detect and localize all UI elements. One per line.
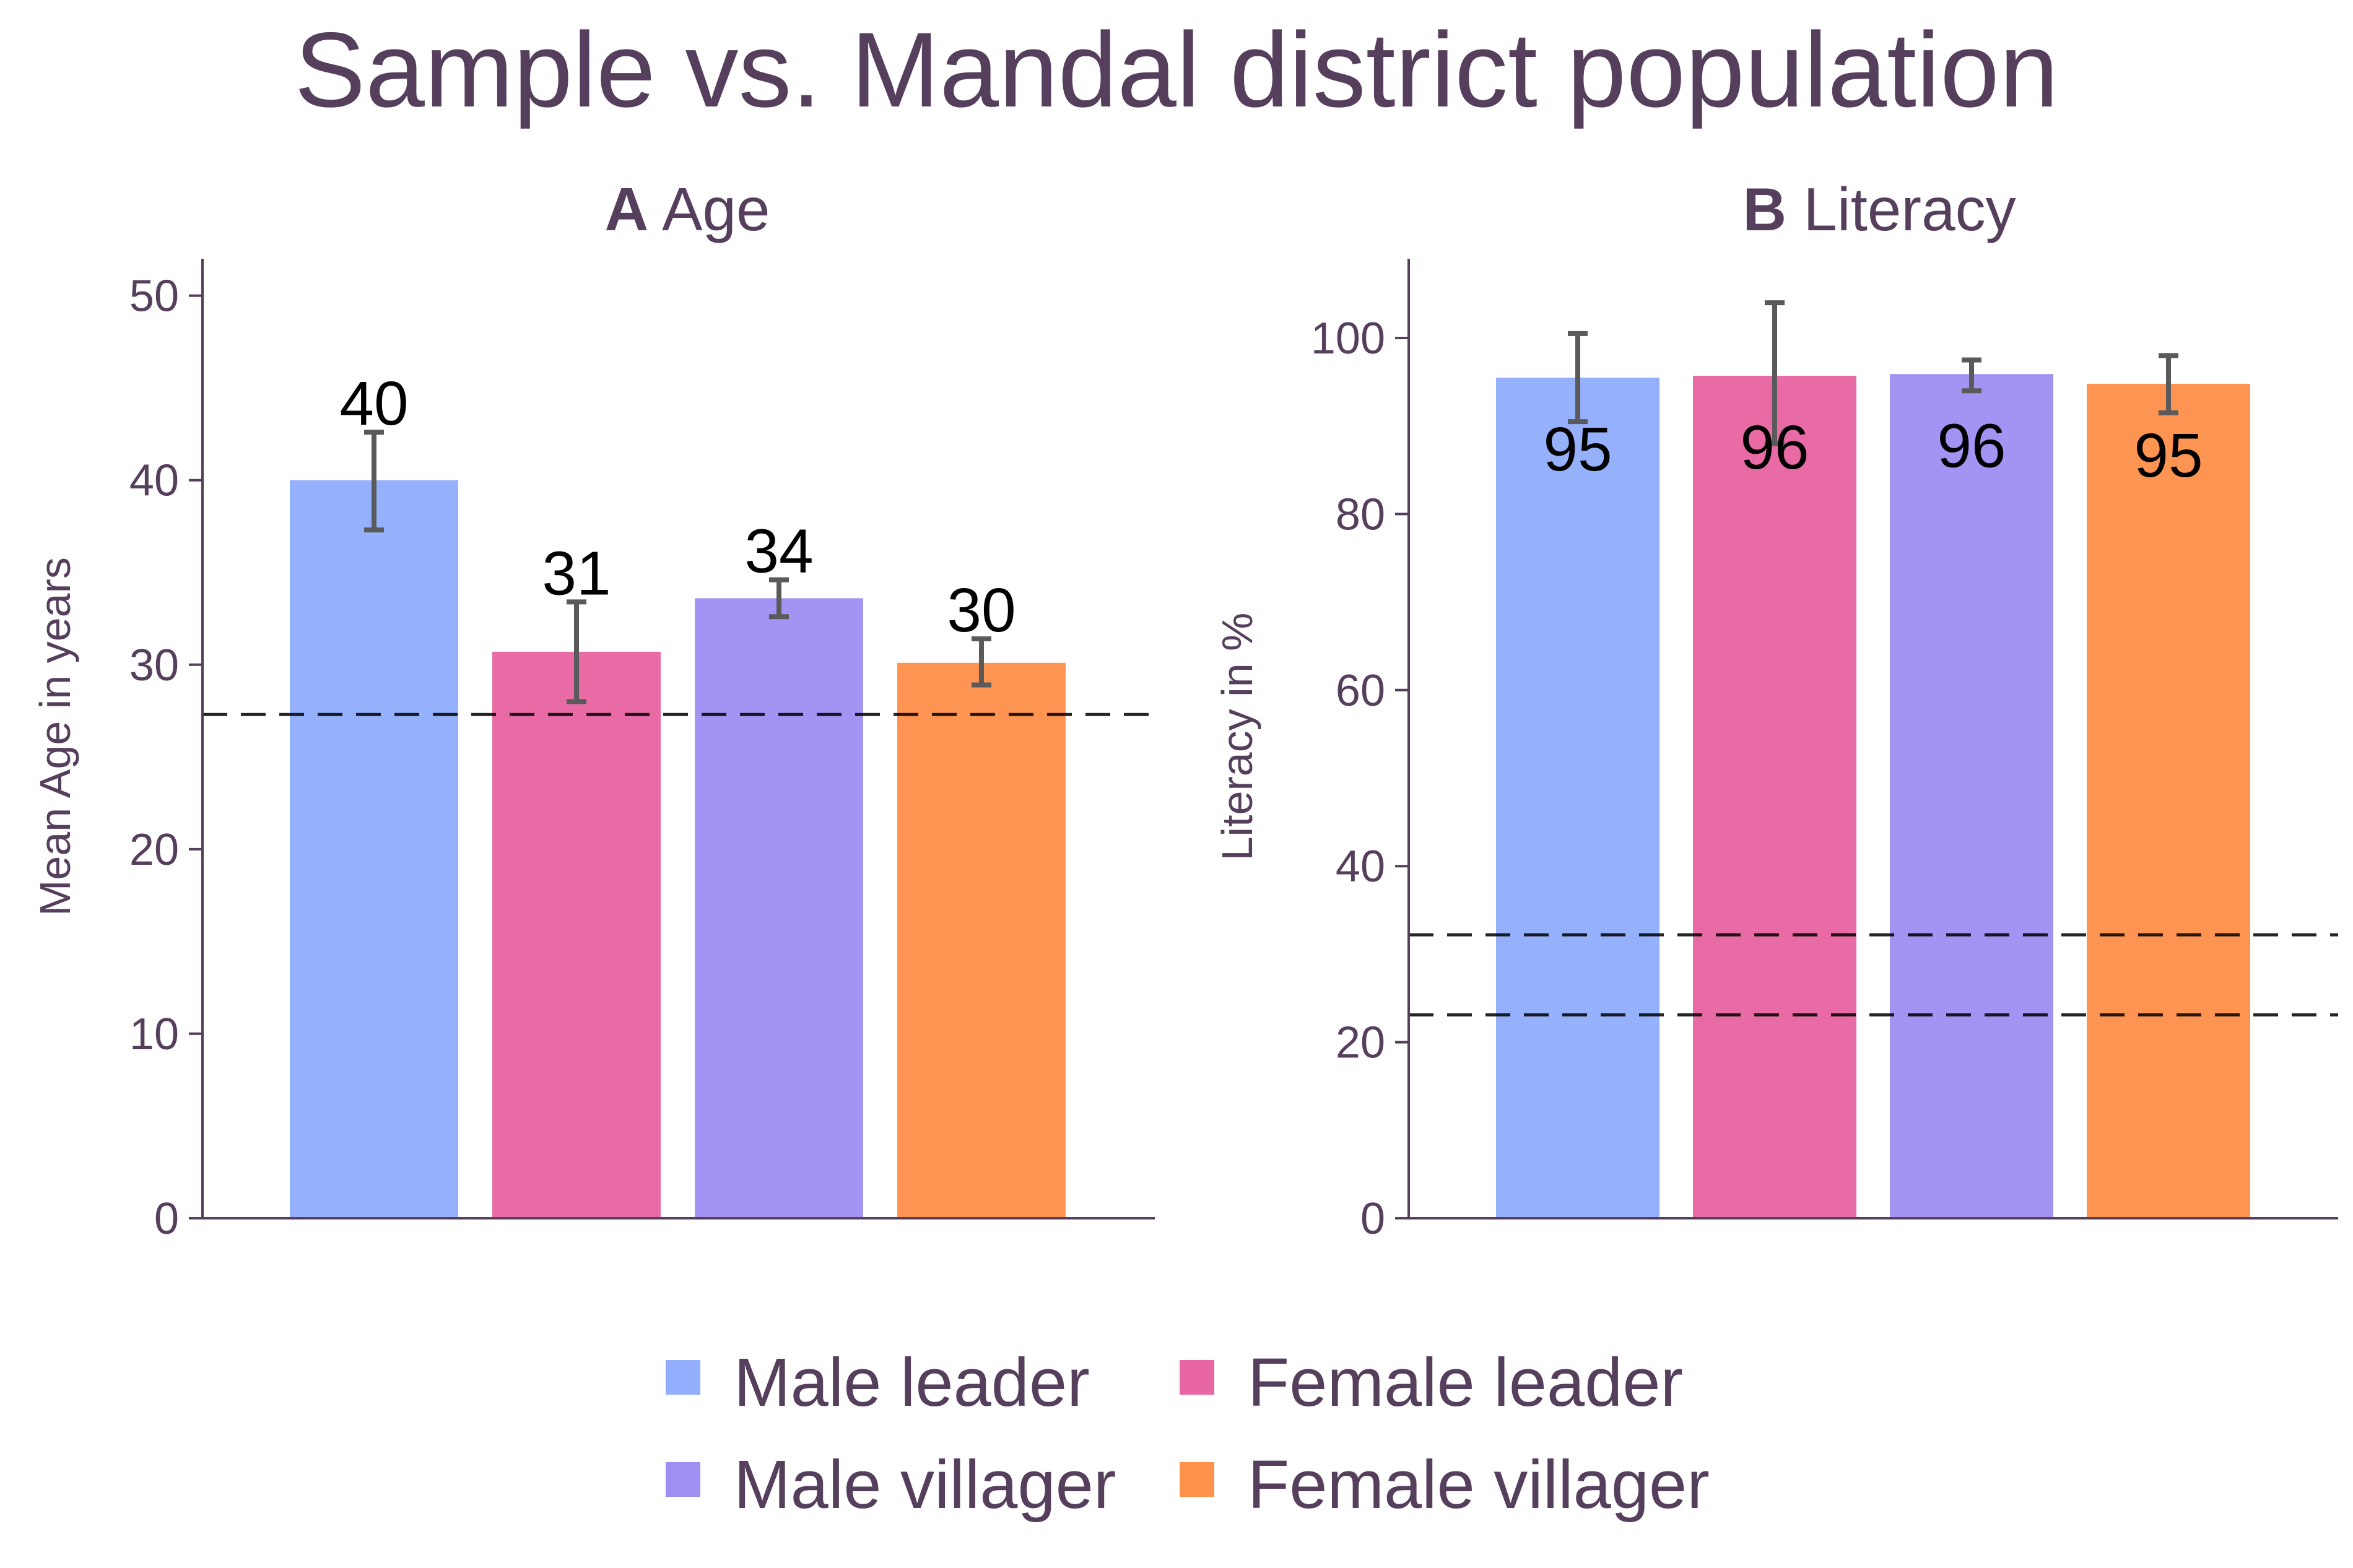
panel-b-bar-male-villager [1890, 374, 2053, 1218]
legend-label-female-leader: Female leader [1248, 1345, 1683, 1421]
panel-a-bar-male-villager [695, 598, 863, 1218]
panel-a-error-bar-4 [972, 636, 991, 688]
panel-b-y-tick-label: 60 [1336, 666, 1385, 716]
legend: Male leader Female leader Male villager Fem… [666, 1345, 1710, 1523]
panel-b-error-bar-3 [1962, 357, 1981, 394]
legend-swatch-female-villager [1180, 1462, 1214, 1497]
legend-label-female-villager: Female villager [1248, 1447, 1710, 1523]
panel-b-y-tick-label: 0 [1360, 1194, 1385, 1244]
legend-swatch-male-leader [666, 1360, 700, 1395]
panel-b-data-label-1: 95 [1543, 415, 1612, 484]
panel-a-y-tick-label: 10 [129, 1010, 179, 1059]
panel-b-y-tick-label: 80 [1336, 490, 1385, 539]
panel-a-bar-female-leader [492, 651, 661, 1218]
panel-b-bar-female-leader [1693, 376, 1856, 1218]
panel-a-y-axis-label: Mean Age in years [31, 557, 79, 916]
panel-a-y-tick-label: 30 [129, 641, 179, 690]
panel-a-data-label-2: 31 [542, 539, 611, 608]
legend-label-male-villager: Male villager [734, 1447, 1116, 1523]
panel-a-data-label-1: 40 [339, 369, 408, 438]
legend-label-male-leader: Male leader [734, 1345, 1090, 1421]
panel-a-y-tick-label: 0 [154, 1194, 179, 1244]
panel-b-letter: B [1742, 175, 1786, 243]
legend-swatch-male-villager [666, 1462, 700, 1497]
panel-a-error-bar-3 [769, 577, 789, 620]
chart-title: Sample vs. Mandal district population [294, 11, 2058, 129]
panel-b-title: B Literacy [1742, 175, 2016, 243]
panel-b-y-tick-label: 40 [1336, 842, 1385, 891]
panel-a-y-tick-label: 20 [129, 825, 179, 875]
panel-a-data-label-4: 30 [947, 576, 1016, 645]
panel-b-error-bar-4 [2159, 353, 2178, 415]
panel-a-title: A Age [605, 175, 770, 243]
panel-b-y-tick-label: 100 [1311, 314, 1385, 363]
panel-a-letter: A [605, 175, 649, 243]
panel-a-y-tick-label: 40 [129, 456, 179, 506]
panel-a-error-bar-2 [567, 599, 586, 704]
panel-b: B Literacy Literacy in % 95 96 96 95 0 20 40 60 80… [1213, 175, 2338, 1244]
panel-a-error-bar-1 [364, 430, 384, 533]
panel-a-bar-male-leader [290, 480, 458, 1218]
panel-b-data-label-4: 95 [2134, 421, 2203, 490]
panel-b-data-label-2: 96 [1740, 413, 1809, 482]
panel-a-data-label-3: 34 [744, 517, 813, 586]
panel-b-error-bar-1 [1568, 331, 1588, 425]
panel-a-name: Age [648, 175, 770, 243]
panel-b-error-bar-2 [1765, 300, 1785, 446]
panel-a-bar-female-villager [897, 662, 1066, 1218]
panel-b-y-tick-label: 20 [1336, 1018, 1385, 1068]
panel-b-y-axis-label: Literacy in % [1213, 613, 1261, 861]
panel-a: A Age Mean Age in years 40 31 34 30 0 10 20 30 40 5… [31, 175, 1155, 1244]
panel-b-data-label-3: 96 [1937, 411, 2006, 480]
panel-b-name: Literacy [1786, 175, 2016, 243]
panel-b-bar-female-villager [2087, 383, 2250, 1218]
panel-b-bar-male-leader [1496, 377, 1659, 1219]
legend-swatch-female-leader [1180, 1360, 1214, 1395]
panel-a-y-tick-label: 50 [129, 272, 179, 321]
